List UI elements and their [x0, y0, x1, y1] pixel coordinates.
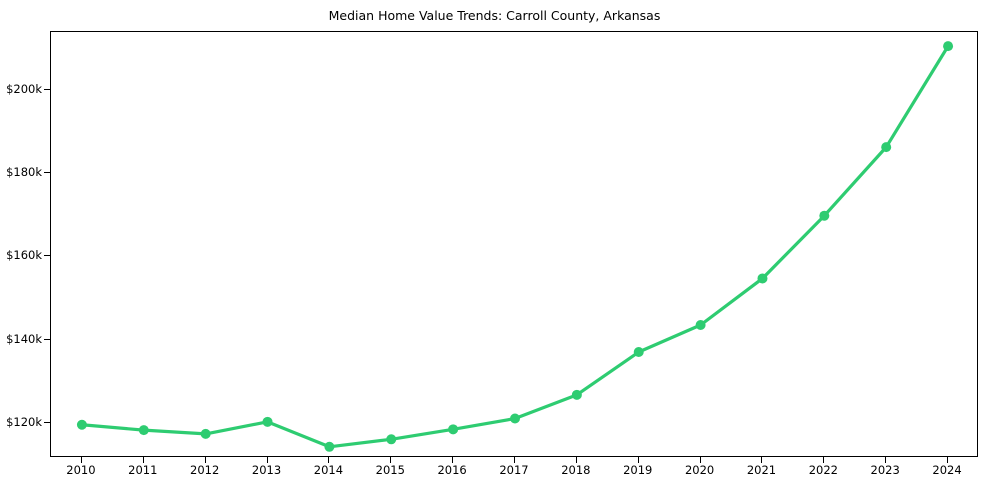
chart-title: Median Home Value Trends: Carroll County… — [328, 8, 661, 23]
data-point-marker — [571, 389, 582, 400]
x-axis-tick-mark — [885, 457, 887, 463]
x-axis-tick-label: 2022 — [808, 463, 838, 477]
y-axis-tick-mark — [44, 338, 50, 340]
y-axis-tick-label: $140k — [6, 331, 42, 346]
x-axis-tick-mark — [390, 457, 392, 463]
data-point-marker — [76, 419, 87, 430]
x-axis-tick-label: 2017 — [499, 463, 529, 477]
y-axis-tick-label: $160k — [6, 248, 42, 263]
x-axis-tick-mark — [947, 457, 949, 463]
x-axis-tick-label: 2024 — [932, 463, 962, 477]
x-axis-tick-mark — [142, 457, 144, 463]
data-point-marker — [819, 210, 830, 221]
median-home-value-line — [80, 44, 950, 449]
x-axis-tick-mark — [514, 457, 515, 463]
x-axis-tick-mark — [80, 457, 82, 463]
x-axis-tick-mark — [823, 457, 825, 463]
x-axis-tick-label: 2018 — [561, 463, 591, 477]
y-axis-tick-mark — [44, 421, 50, 423]
x-axis-tick-mark — [699, 457, 701, 463]
data-point-marker — [881, 142, 892, 153]
data-point-marker — [695, 320, 706, 330]
x-axis-tick-label: 2020 — [684, 463, 715, 477]
y-axis-tick-mark — [44, 172, 50, 174]
x-axis-tick-mark — [761, 457, 763, 463]
x-axis-tick-mark — [328, 457, 330, 463]
x-axis-tick-label: 2010 — [66, 463, 96, 477]
data-point-marker — [757, 273, 768, 284]
x-axis-tick-label: 2013 — [251, 463, 282, 477]
x-axis-tick-mark — [452, 457, 454, 463]
x-axis-tick-label: 2011 — [128, 463, 158, 477]
data-point-marker — [324, 441, 335, 452]
y-axis-tick-mark — [44, 255, 50, 257]
y-axis-tick-labels: $120k $140k $160k $180k $200k — [0, 0, 42, 490]
median-home-value-markers — [76, 41, 954, 452]
data-point-marker — [386, 434, 397, 445]
x-axis-tick-label: 2015 — [375, 463, 405, 477]
x-axis-tick-mark — [575, 457, 577, 463]
x-axis-tick-label: 2019 — [623, 463, 653, 477]
x-axis-tick-label: 2014 — [313, 463, 344, 477]
data-point-marker — [633, 347, 644, 358]
line-series-svg — [76, 41, 954, 452]
data-point-marker — [200, 428, 211, 439]
data-point-marker — [138, 425, 149, 436]
data-point-marker — [448, 424, 459, 435]
y-axis-tick-label: $120k — [6, 414, 42, 429]
x-axis-tick-label: 2016 — [437, 463, 467, 477]
x-axis-tick-label: 2012 — [190, 463, 220, 477]
data-point-marker — [510, 413, 520, 424]
x-axis-tick-mark — [266, 457, 268, 463]
data-point-marker — [943, 41, 954, 52]
data-point-marker — [262, 416, 273, 427]
y-axis-tick-mark — [44, 89, 50, 91]
x-axis-tick-label: 2023 — [870, 463, 900, 477]
y-axis-tick-label: $180k — [6, 165, 42, 180]
x-axis-tick-mark — [637, 457, 639, 463]
x-axis-tick-label: 2021 — [746, 463, 777, 477]
y-axis-tick-label: $200k — [6, 82, 42, 97]
plot-area — [50, 31, 978, 457]
x-axis-tick-mark — [204, 457, 206, 463]
